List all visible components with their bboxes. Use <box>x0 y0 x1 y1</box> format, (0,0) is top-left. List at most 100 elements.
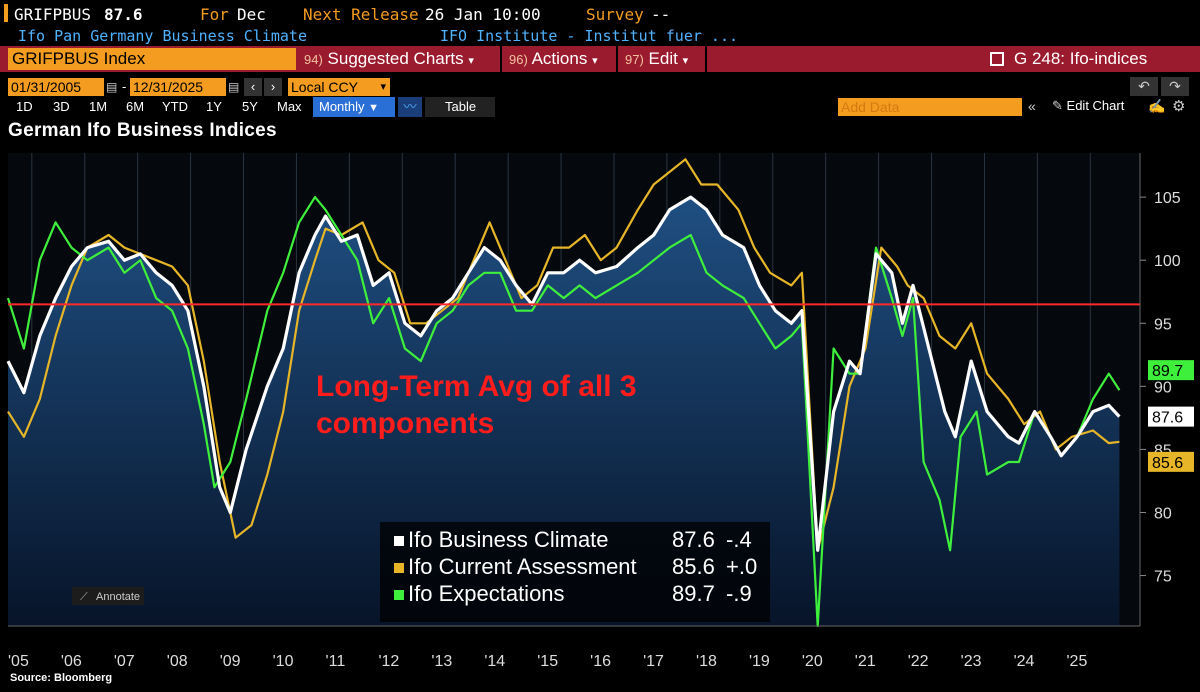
period-1d[interactable]: 1D <box>16 99 33 114</box>
expectations-last-value: 89.7 <box>1152 363 1183 380</box>
pencil-icon: ⟋ <box>80 591 88 603</box>
climate-legend-swatch <box>394 536 404 546</box>
suggested-num: 94) <box>304 52 323 67</box>
toolbar: GRIFPBUS Index 94) Suggested Charts ▾ 96… <box>0 46 1200 72</box>
period-1m[interactable]: 1M <box>89 99 108 114</box>
ticker-header: GRIFPBUS 87.6 For Dec Next Release 26 Ja… <box>0 0 1200 26</box>
actions-num: 96) <box>509 52 528 67</box>
current-assessment-legend-name: Ifo Current Assessment <box>408 554 637 579</box>
expectations-legend-last: 89.7 <box>672 581 715 606</box>
actions-label: Actions <box>531 49 588 68</box>
description-row: Ifo Pan Germany Business Climate IFO Ins… <box>0 26 1200 46</box>
period-6m[interactable]: 6M <box>126 99 145 114</box>
next-release-label: Next Release <box>303 5 419 24</box>
x-tick-label: '23 <box>961 653 982 670</box>
x-tick-label: '12 <box>378 653 399 670</box>
period-ytd[interactable]: YTD <box>162 99 188 114</box>
next-period-button[interactable]: › <box>264 78 282 96</box>
expectations-last-tag <box>1148 360 1194 381</box>
toolbar-divider <box>616 46 618 72</box>
average-annotation-line1: Long-Term Avg of all 3 <box>316 370 637 403</box>
y-tick-label: 105 <box>1154 190 1181 207</box>
collapse-icon[interactable]: « <box>1028 98 1036 114</box>
suggested-charts-button[interactable]: 94) Suggested Charts ▾ <box>304 48 474 70</box>
end-date-input[interactable]: 12/31/2025 <box>130 78 226 96</box>
survey-label: Survey <box>586 5 644 24</box>
add-data-input[interactable]: Add Data <box>838 98 1022 116</box>
x-tick-label: '06 <box>61 653 82 670</box>
ticker-marker <box>4 4 8 22</box>
annotate-button-bg <box>72 587 144 605</box>
page-link[interactable]: G 248: Ifo-indices <box>990 48 1147 70</box>
x-tick-label: '20 <box>802 653 823 670</box>
source-name: IFO Institute - Institut fuer ... <box>440 27 739 45</box>
climate-legend-change: -.4 <box>726 527 752 552</box>
calendar-icon[interactable]: ▤ <box>106 80 118 94</box>
period-1y[interactable]: 1Y <box>206 99 222 114</box>
climate-legend-name: Ifo Business Climate <box>408 527 609 552</box>
x-tick-label: '11 <box>326 653 346 670</box>
edit-button[interactable]: 97) Edit ▾ <box>625 48 688 70</box>
line-chart-icon[interactable]: 〰 <box>398 97 422 117</box>
date-separator: - <box>122 79 127 94</box>
for-value: Dec <box>237 5 266 24</box>
table-button[interactable]: Table <box>425 97 495 117</box>
expectations-legend-name: Ifo Expectations <box>408 581 565 606</box>
external-link-icon <box>990 52 1004 66</box>
page-label: G 248: Ifo-indices <box>1014 49 1148 68</box>
x-tick-label: '14 <box>484 653 505 670</box>
reference-layer: Long-Term Avg of all 3 components <box>8 303 1140 440</box>
annotate-button[interactable]: ⟋ Annotate <box>72 587 144 605</box>
x-tick-label: '10 <box>273 653 294 670</box>
expectations-legend-swatch <box>394 590 404 600</box>
climate-last-tag <box>1148 406 1194 427</box>
pencil-icon: ✎ <box>1052 98 1063 113</box>
source-label: Source: Bloomberg <box>10 672 113 684</box>
x-tick-label: '15 <box>537 653 558 670</box>
x-tick-label: '13 <box>431 653 452 670</box>
edit-chart-button[interactable]: ✎ Edit Chart <box>1052 98 1124 114</box>
undo-icon[interactable]: ↶ <box>1130 77 1158 96</box>
currency-value: Local CCY <box>291 79 358 95</box>
annotate-label: Annotate <box>96 591 140 603</box>
pen-box-icon[interactable]: ✍ <box>1148 98 1166 114</box>
expectations-legend-change: -.9 <box>726 581 752 606</box>
x-tick-label: '16 <box>590 653 611 670</box>
currency-select[interactable]: Local CCY ▾ <box>288 78 390 96</box>
actions-button[interactable]: 96) Actions ▾ <box>509 48 598 70</box>
x-tick-label: '07 <box>114 653 135 670</box>
y-tick-label: 95 <box>1154 316 1172 333</box>
date-controls: 01/31/2005 ▤ - 12/31/2025 ▤ ‹ › Local CC… <box>0 76 1200 97</box>
y-tick-label: 80 <box>1154 505 1172 522</box>
survey-value: -- <box>651 5 671 24</box>
x-tick-label: '19 <box>749 653 770 670</box>
expectations-line <box>6 196 1121 628</box>
toolbar-divider <box>500 46 502 72</box>
average-annotation-line2: components <box>316 407 494 440</box>
current-assessment-line <box>7 158 1120 552</box>
security-field[interactable]: GRIFPBUS Index <box>8 48 296 70</box>
start-date-input[interactable]: 01/31/2005 <box>8 78 104 96</box>
label-layer: 87.6 85.6 89.7 <box>1148 360 1194 472</box>
chevron-down-icon: ▾ <box>468 55 474 67</box>
ticker-symbol: GRIFPBUS <box>14 5 92 24</box>
calendar-icon[interactable]: ▤ <box>228 80 240 94</box>
axis-layer: '05 '06 '07 '08 '09 '10 '11 '12 '13 '14 '15 '16 '17 '… <box>8 153 1181 670</box>
edit-label: Edit <box>648 49 678 68</box>
line-layer <box>6 158 1121 628</box>
climate-last-value: 87.6 <box>1152 410 1183 427</box>
gear-icon[interactable]: ⚙ <box>1172 98 1186 115</box>
chart-title: German Ifo Business Indices <box>8 120 277 141</box>
frequency-select[interactable]: Monthly ▼ <box>313 97 395 117</box>
redo-icon[interactable]: ↷ <box>1161 77 1189 96</box>
period-max[interactable]: Max <box>277 99 302 114</box>
for-label: For <box>200 5 229 24</box>
period-5y[interactable]: 5Y <box>242 99 258 114</box>
chevron-down-icon: ▾ <box>682 55 689 67</box>
y-tick-label: 100 <box>1154 253 1181 270</box>
legend-box <box>380 522 770 622</box>
x-tick-label: '21 <box>855 653 876 670</box>
y-tick-label: 90 <box>1154 379 1172 396</box>
period-3d[interactable]: 3D <box>53 99 70 114</box>
prev-period-button[interactable]: ‹ <box>244 78 262 96</box>
